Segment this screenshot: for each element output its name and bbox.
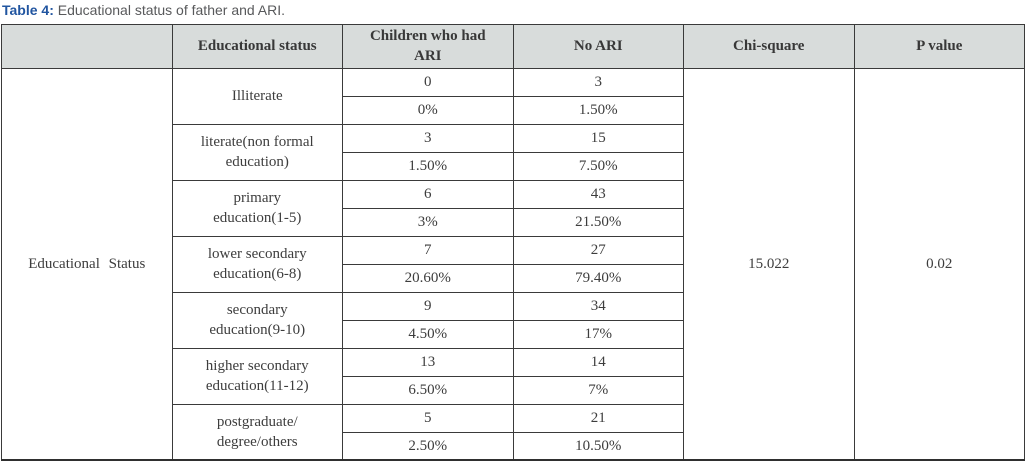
- caption-text: Educational status of father and ARI.: [53, 2, 286, 18]
- table-row: literate(non formal education) 3 15: [2, 123, 1025, 181]
- no-ari-count-cell: 15: [512, 123, 684, 153]
- ari-pct-cell: 2.50%: [342, 431, 514, 461]
- category-cell: literate(non formal education): [171, 123, 343, 181]
- ari-pct-cell: 6.50%: [342, 375, 514, 405]
- ari-pct-cell: 20.60%: [342, 263, 514, 293]
- ari-pct-cell: 1.50%: [342, 151, 514, 181]
- column-header-p-value: P value: [853, 24, 1025, 69]
- table-row: higher secondary education(11-12) 13 14: [2, 347, 1025, 405]
- no-ari-pct-cell: 7%: [512, 375, 684, 405]
- chi-square-cell: 15.022: [683, 67, 855, 461]
- ari-count-cell: 9: [342, 291, 514, 321]
- no-ari-count-cell: 43: [512, 179, 684, 209]
- no-ari-count-cell: 21: [512, 403, 684, 433]
- ari-count-cell: 5: [342, 403, 514, 433]
- ari-count-cell: 13: [342, 347, 514, 377]
- no-ari-pct-cell: 10.50%: [512, 431, 684, 461]
- ari-pct-cell: 4.50%: [342, 319, 514, 349]
- no-ari-pct-cell: 1.50%: [512, 95, 684, 125]
- table-row: lower secondary education(6-8) 7 27: [2, 235, 1025, 293]
- table-row: 3% 21.50%: [2, 207, 1025, 237]
- educational-status-table: Educational status Children who had ARI …: [1, 24, 1025, 461]
- column-header-chi-square: Chi-square: [683, 24, 855, 69]
- table-row: primary education(1-5) 6 43: [2, 179, 1025, 237]
- ari-pct-cell: 0%: [342, 95, 514, 125]
- ari-count-cell: 6: [342, 179, 514, 209]
- no-ari-count-cell: 34: [512, 291, 684, 321]
- ari-count-cell: 3: [342, 123, 514, 153]
- ari-count-cell: 7: [342, 235, 514, 265]
- column-header-children-ari: Children who had ARI: [342, 24, 514, 69]
- row-group-label: Educational Status: [1, 67, 173, 461]
- table-row: Educational Status Illiterate 0 3 15.022…: [1, 67, 1025, 461]
- table-row: postgraduate/ degree/others 5 21: [2, 403, 1025, 461]
- no-ari-count-cell: 27: [512, 235, 684, 265]
- category-cell: secondary education(9-10): [171, 291, 343, 349]
- table-row: 2.50% 10.50%: [2, 431, 1025, 461]
- no-ari-pct-cell: 17%: [512, 319, 684, 349]
- table-caption: Table 4: Educational status of father an…: [0, 0, 1026, 24]
- category-cell: higher secondary education(11-12): [171, 347, 343, 405]
- no-ari-count-cell: 3: [512, 67, 684, 97]
- table-row: secondary education(9-10) 9 34: [2, 291, 1025, 349]
- table-row: 0% 1.50%: [2, 95, 1025, 125]
- column-header-educational-status: Educational status: [171, 24, 343, 69]
- p-value-cell: 0.02: [853, 67, 1025, 461]
- category-cell: postgraduate/ degree/others: [171, 403, 343, 461]
- ari-pct-cell: 3%: [342, 207, 514, 237]
- no-ari-pct-cell: 79.40%: [512, 263, 684, 293]
- category-cell: Illiterate: [171, 67, 343, 125]
- table-row: 1.50% 7.50%: [2, 151, 1025, 181]
- ari-count-cell: 0: [342, 67, 514, 97]
- category-cell: primary education(1-5): [171, 179, 343, 237]
- column-header-no-ari: No ARI: [512, 24, 684, 69]
- table-row: 20.60% 79.40%: [2, 263, 1025, 293]
- no-ari-count-cell: 14: [512, 347, 684, 377]
- caption-label: Table 4:: [2, 2, 54, 18]
- category-cell: lower secondary education(6-8): [171, 235, 343, 293]
- column-header-blank: [1, 24, 173, 69]
- no-ari-pct-cell: 21.50%: [512, 207, 684, 237]
- no-ari-pct-cell: 7.50%: [512, 151, 684, 181]
- header-row: Educational status Children who had ARI …: [1, 24, 1025, 69]
